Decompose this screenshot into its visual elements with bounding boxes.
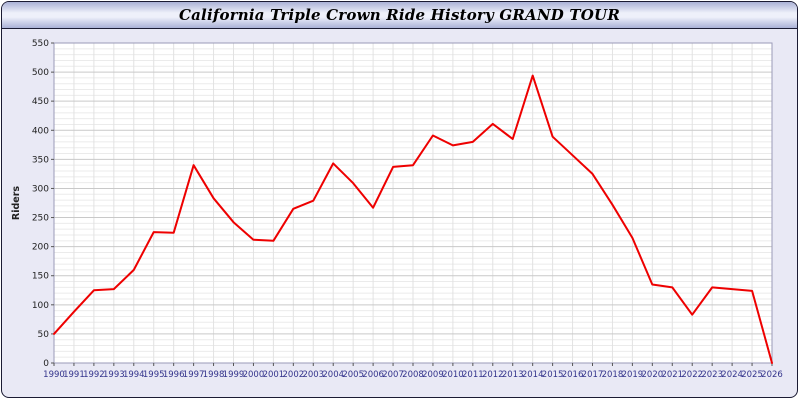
svg-text:550: 550	[32, 39, 49, 49]
svg-text:2006: 2006	[362, 370, 384, 380]
svg-text:2000: 2000	[243, 370, 265, 380]
svg-text:150: 150	[32, 272, 49, 282]
svg-text:2014: 2014	[522, 370, 544, 380]
svg-text:2002: 2002	[283, 370, 305, 380]
svg-text:1990: 1990	[43, 370, 65, 380]
svg-text:1993: 1993	[103, 370, 125, 380]
svg-text:500: 500	[32, 68, 49, 78]
svg-text:1998: 1998	[203, 370, 225, 380]
svg-text:2001: 2001	[263, 370, 285, 380]
svg-text:2019: 2019	[622, 370, 644, 380]
svg-text:400: 400	[32, 126, 49, 136]
svg-text:100: 100	[32, 301, 49, 311]
svg-text:2011: 2011	[462, 370, 484, 380]
svg-text:1997: 1997	[183, 370, 205, 380]
svg-text:2018: 2018	[602, 370, 624, 380]
svg-text:2020: 2020	[642, 370, 664, 380]
svg-text:2013: 2013	[502, 370, 524, 380]
svg-text:50: 50	[38, 330, 50, 340]
svg-text:2008: 2008	[402, 370, 424, 380]
svg-text:2023: 2023	[701, 370, 723, 380]
svg-text:2021: 2021	[661, 370, 683, 380]
svg-text:2017: 2017	[582, 370, 604, 380]
svg-text:350: 350	[32, 155, 49, 165]
svg-text:300: 300	[32, 184, 49, 194]
svg-text:2012: 2012	[482, 370, 504, 380]
svg-text:1999: 1999	[223, 370, 245, 380]
svg-text:1991: 1991	[63, 370, 85, 380]
svg-text:2005: 2005	[342, 370, 364, 380]
svg-text:2015: 2015	[542, 370, 564, 380]
svg-text:2009: 2009	[422, 370, 444, 380]
line-chart: 0501001502002503003504004505005501990199…	[11, 39, 783, 380]
gridlines	[53, 42, 773, 364]
svg-text:450: 450	[32, 97, 49, 107]
svg-text:2010: 2010	[442, 370, 464, 380]
chart-title: California Triple Crown Ride History GRA…	[178, 6, 620, 24]
svg-text:1992: 1992	[83, 370, 105, 380]
plot-area: 0 50 100 150 200 250 300 350 400 450 500 550 1990 199…	[2, 29, 797, 397]
x-axis-labels: 1990199119921993199419951996199719981999…	[43, 363, 783, 380]
svg-text:2025: 2025	[741, 370, 763, 380]
svg-text:2003: 2003	[302, 370, 324, 380]
svg-text:2016: 2016	[562, 370, 584, 380]
data-line-riders	[53, 74, 773, 364]
svg-text:200: 200	[32, 243, 49, 253]
svg-text:2026: 2026	[761, 370, 783, 380]
chart-title-bar: California Triple Crown Ride History GRA…	[2, 2, 797, 29]
y-axis-labels: 0 50 100 150 200 250 300 350 400 450 500 550	[32, 39, 54, 369]
svg-text:2004: 2004	[322, 370, 344, 380]
svg-text:1996: 1996	[163, 370, 185, 380]
svg-text:0: 0	[43, 359, 49, 369]
svg-text:1995: 1995	[143, 370, 165, 380]
y-axis-title: Riders	[11, 186, 22, 221]
svg-text:2024: 2024	[721, 370, 743, 380]
svg-text:2022: 2022	[681, 370, 703, 380]
svg-text:1994: 1994	[123, 370, 145, 380]
svg-text:250: 250	[32, 214, 49, 224]
svg-text:2007: 2007	[382, 370, 404, 380]
